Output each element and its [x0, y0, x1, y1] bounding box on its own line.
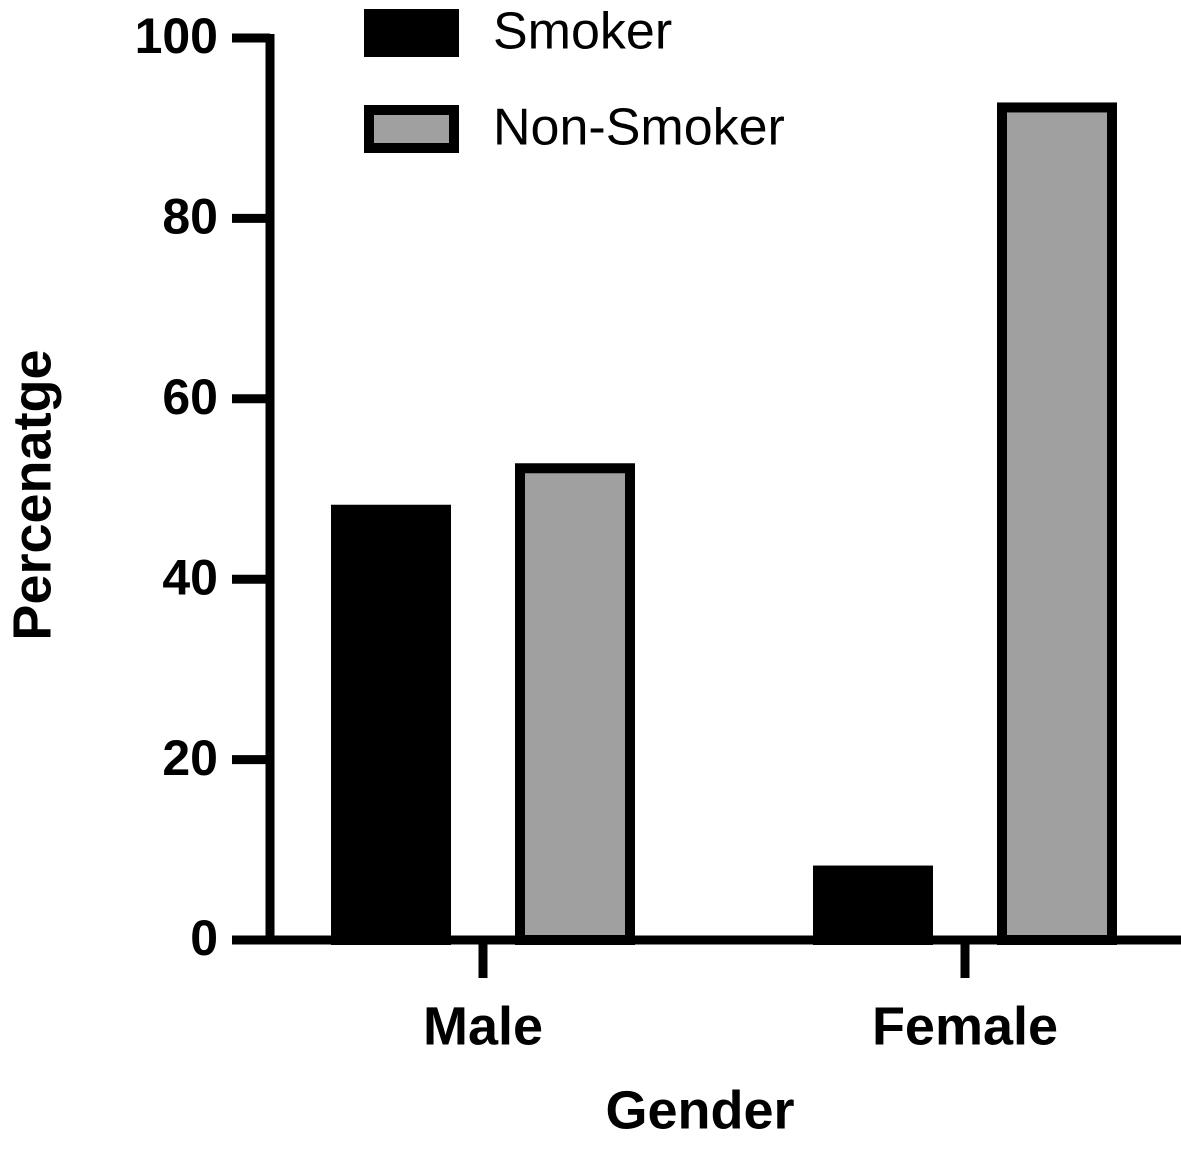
legend-swatch [364, 9, 459, 57]
y-tick-label: 20 [162, 730, 218, 786]
legend-swatch [364, 105, 459, 153]
x-axis-title: Gender [605, 1080, 794, 1140]
bar [813, 865, 933, 946]
legend-label: Smoker [493, 3, 672, 61]
x-tick-label: Female [872, 996, 1058, 1056]
y-tick-label: 60 [162, 369, 218, 425]
bar [331, 504, 451, 945]
y-axis-title: Percenatge [2, 349, 62, 640]
bar [997, 102, 1117, 946]
bar [515, 463, 635, 945]
legend-label: Non-Smoker [493, 99, 785, 157]
x-tick-label: Male [423, 996, 543, 1056]
y-tick-label: 0 [190, 910, 218, 966]
y-tick-label: 80 [162, 189, 218, 245]
y-tick-label: 40 [162, 549, 218, 605]
y-tick-label: 100 [135, 8, 218, 64]
